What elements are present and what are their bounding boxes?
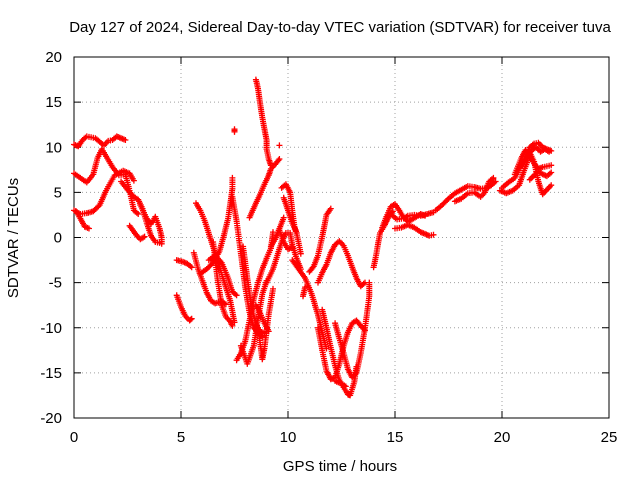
y-tick-label: 15	[45, 94, 62, 111]
data-point	[276, 142, 283, 149]
axis-ticks: 0 5 10 15 20 25 -20 -15 -10 -5 0 5 10 15 20	[40, 49, 617, 446]
data-point	[309, 264, 316, 271]
series-arc-08	[173, 292, 195, 324]
data-point	[289, 244, 296, 251]
data-point	[293, 230, 300, 236]
data-point	[130, 177, 137, 184]
y-tick-label: 5	[54, 184, 62, 201]
y-tick-label: -5	[49, 275, 62, 292]
chart-title: Day 127 of 2024, Sidereal Day-to-day VTE…	[69, 19, 611, 36]
data-point	[548, 162, 555, 169]
data-point	[327, 205, 334, 212]
x-tick-label: 5	[177, 429, 185, 446]
series-arc-32	[306, 205, 334, 275]
series-arc-33	[315, 238, 368, 290]
data-point	[548, 169, 555, 176]
grid-lines	[74, 57, 609, 418]
y-tick-label: 20	[45, 49, 62, 66]
y-tick-label: 0	[54, 230, 62, 247]
data-point	[267, 162, 274, 169]
data-point	[270, 285, 276, 292]
series-arc-29	[278, 181, 300, 236]
series-arc-04	[73, 208, 92, 232]
series-arc-47	[526, 168, 555, 183]
data-point	[492, 178, 499, 185]
data-point	[187, 316, 194, 323]
data-point	[95, 203, 102, 210]
data-point	[280, 214, 287, 221]
data-point	[135, 211, 142, 217]
data-point	[444, 197, 451, 203]
series-arc-39	[379, 201, 428, 231]
series-arc-09	[173, 257, 195, 271]
series-arc-41	[387, 209, 437, 223]
y-tick-label: 10	[45, 139, 62, 156]
series-arc-02	[71, 146, 142, 217]
x-axis-label: GPS time / hours	[283, 458, 397, 475]
series-arc-36	[332, 279, 373, 381]
series-arc-07	[137, 202, 165, 247]
data-point	[122, 137, 129, 143]
data-point	[86, 225, 92, 232]
data-point	[302, 284, 309, 291]
x-tick-label: 20	[494, 429, 511, 446]
series-arc-06	[126, 222, 148, 243]
series-arc-27	[276, 227, 296, 253]
series-arc-23	[231, 126, 238, 135]
data-point	[548, 182, 555, 189]
series-arc-14	[210, 239, 236, 329]
series-arc-25	[267, 214, 287, 250]
x-tick-label: 15	[387, 429, 404, 446]
data-point	[275, 157, 282, 164]
series-arc-21	[246, 156, 283, 221]
data-point	[366, 279, 373, 286]
series-arc-48	[511, 147, 555, 178]
data-point	[229, 174, 236, 181]
data-point	[342, 383, 349, 390]
y-tick-label: -20	[40, 410, 62, 427]
series-arc-24	[276, 142, 283, 149]
data-point	[430, 231, 437, 238]
data-point	[231, 128, 238, 135]
series-arc-31	[300, 284, 309, 300]
series-arc-37	[332, 378, 349, 390]
data-point	[548, 147, 555, 154]
data-point	[188, 264, 195, 271]
data-markers	[71, 76, 555, 399]
data-point	[141, 233, 148, 240]
x-tick-label: 25	[601, 429, 618, 446]
series-arc-30	[289, 257, 330, 352]
data-point	[297, 250, 304, 257]
x-tick-label: 10	[280, 429, 297, 446]
x-tick-label: 0	[70, 429, 78, 446]
data-point	[490, 174, 497, 181]
data-point	[233, 292, 240, 299]
series-arc-22	[252, 76, 274, 169]
data-point	[229, 322, 236, 329]
series-arc-12	[197, 174, 236, 277]
y-axis-label: SDTVAR / TECUs	[5, 178, 22, 298]
data-point	[188, 315, 195, 322]
data-point	[222, 301, 229, 308]
y-tick-label: -15	[40, 365, 62, 382]
data-point	[276, 156, 283, 162]
series-arc-43	[451, 174, 497, 205]
series-arc-03	[71, 133, 129, 150]
data-point	[158, 240, 165, 247]
series-arc-20	[255, 285, 276, 363]
series-arc-40	[392, 221, 437, 239]
y-tick-label: -10	[40, 320, 62, 337]
